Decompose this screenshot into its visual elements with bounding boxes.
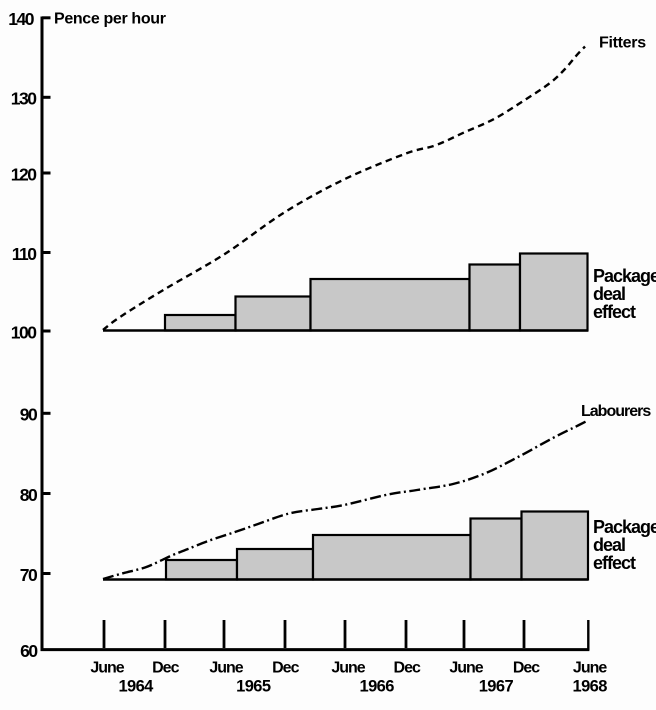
svg-text:Dec: Dec — [152, 660, 179, 677]
svg-text:June: June — [449, 660, 483, 677]
svg-text:Pence per hour: Pence per hour — [54, 11, 166, 28]
svg-text:70: 70 — [20, 565, 38, 585]
svg-text:100: 100 — [11, 322, 37, 342]
svg-text:1967: 1967 — [479, 678, 514, 696]
svg-text:Package: Package — [593, 266, 656, 286]
svg-text:Package: Package — [593, 517, 656, 537]
svg-text:Dec: Dec — [272, 660, 299, 677]
svg-text:Dec: Dec — [513, 660, 540, 677]
svg-text:130: 130 — [11, 88, 37, 108]
svg-text:effect: effect — [593, 302, 636, 322]
svg-text:deal: deal — [593, 284, 625, 304]
svg-text:June: June — [573, 660, 607, 677]
svg-text:Labourers: Labourers — [581, 403, 651, 420]
svg-text:140: 140 — [8, 9, 34, 29]
svg-text:60: 60 — [20, 641, 38, 661]
svg-text:1966: 1966 — [360, 678, 395, 696]
svg-text:June: June — [209, 660, 243, 677]
svg-text:1964: 1964 — [118, 678, 154, 696]
svg-text:110: 110 — [12, 244, 37, 264]
svg-text:80: 80 — [20, 485, 38, 505]
svg-text:effect: effect — [593, 553, 636, 573]
svg-text:1968: 1968 — [573, 678, 608, 696]
svg-text:June: June — [331, 660, 365, 677]
svg-text:Fitters: Fitters — [599, 35, 646, 52]
svg-text:90: 90 — [20, 405, 38, 425]
svg-text:Dec: Dec — [394, 660, 421, 677]
svg-text:120: 120 — [11, 164, 37, 184]
svg-text:June: June — [90, 660, 124, 677]
svg-text:1965: 1965 — [236, 678, 271, 696]
svg-text:deal: deal — [593, 535, 625, 555]
